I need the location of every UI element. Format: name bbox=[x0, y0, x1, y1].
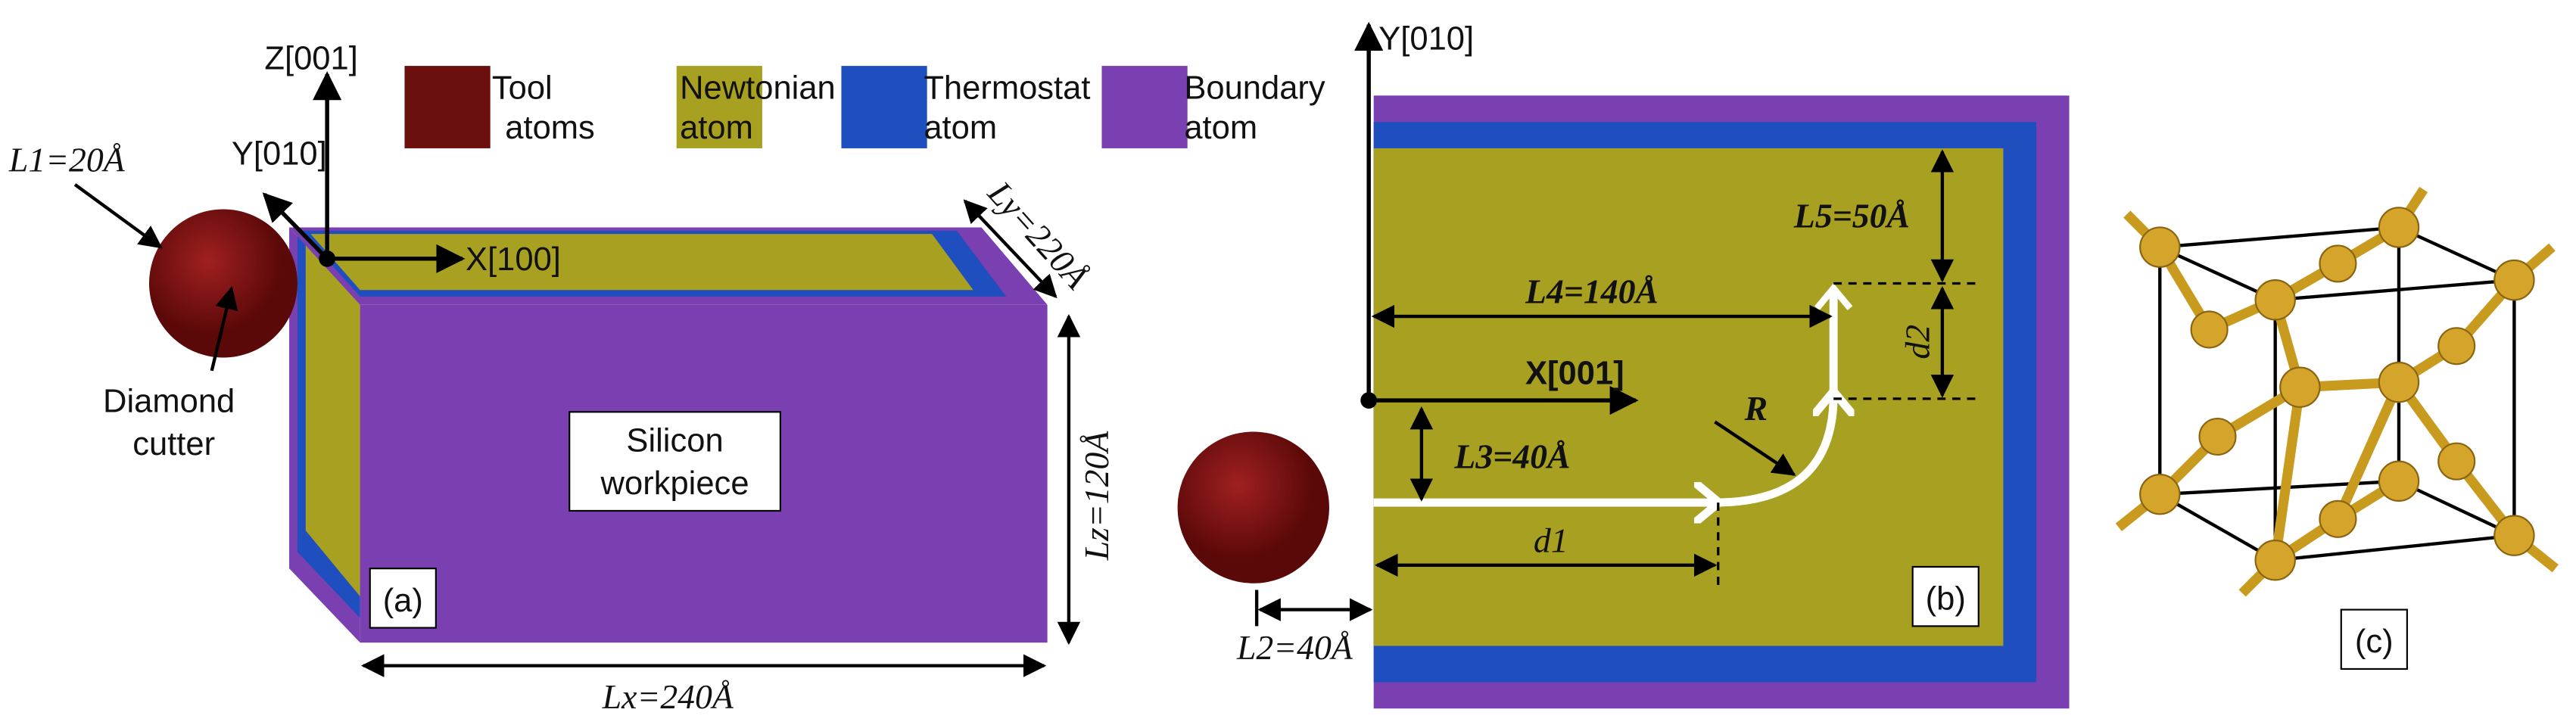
tag-box bbox=[369, 568, 437, 629]
legend-label: atom bbox=[1184, 110, 1257, 146]
tag-box bbox=[2340, 608, 2408, 671]
dimension-label: d2 bbox=[1898, 325, 1936, 359]
dimension-label: L3=40Å bbox=[1453, 437, 1570, 475]
origin bbox=[1360, 392, 1378, 409]
tag-box bbox=[1911, 565, 1980, 627]
legend-swatch bbox=[841, 66, 927, 148]
panel-b: Y[010] X[001] L5=50Å d2 L4=140Å R L3=40Å… bbox=[1177, 20, 2070, 709]
dimension-label: L2=40Å bbox=[1236, 628, 1353, 667]
legend-label: atoms bbox=[505, 110, 595, 146]
left-newtonian bbox=[305, 244, 360, 597]
top-newtonian bbox=[310, 234, 973, 291]
legend-swatch bbox=[404, 66, 491, 148]
dimension-label: R bbox=[1744, 389, 1768, 428]
legend-label: Boundary bbox=[1184, 70, 1325, 107]
dimension-label: Lz=120Å bbox=[1077, 431, 1116, 562]
axis-label: X[100] bbox=[466, 241, 561, 278]
arrow bbox=[73, 183, 163, 249]
axis bbox=[262, 192, 329, 260]
legend-swatch bbox=[676, 66, 762, 148]
arrow bbox=[210, 286, 238, 372]
legend-label: atom bbox=[680, 110, 753, 146]
dimension-line bbox=[963, 199, 1057, 299]
tool bbox=[1177, 431, 1329, 583]
tool bbox=[149, 209, 297, 358]
label: Diamond bbox=[103, 383, 235, 419]
panel-tag: (a) bbox=[383, 583, 423, 619]
legend-label: Tool bbox=[492, 70, 553, 107]
dimension-label: Lx=240Å bbox=[602, 677, 734, 716]
label-box bbox=[568, 411, 781, 512]
label: workpiece bbox=[600, 465, 749, 502]
atoms bbox=[2139, 207, 2535, 581]
label: Silicon bbox=[626, 423, 723, 459]
arrow bbox=[1714, 420, 1796, 476]
panel-tag: (b) bbox=[1926, 581, 1966, 618]
path-arrow bbox=[1814, 283, 1853, 310]
legend-label: Thermostat bbox=[924, 70, 1090, 107]
tool-path bbox=[1373, 288, 1833, 503]
label: cutter bbox=[132, 426, 215, 462]
panel-c: (c) bbox=[2115, 186, 2559, 671]
axis-label: X[001] bbox=[1525, 355, 1624, 391]
dimension-label: d1 bbox=[1534, 521, 1568, 559]
dimension-label: L1=20Å bbox=[8, 140, 126, 179]
axis-label: Z[001] bbox=[264, 40, 357, 76]
legend-label: atom bbox=[924, 110, 997, 146]
panel-tag: (c) bbox=[2355, 624, 2394, 660]
axis-label: Y[010] bbox=[232, 136, 327, 173]
origin bbox=[319, 250, 336, 267]
dimension-label: L4=140Å bbox=[1525, 272, 1659, 311]
legend-swatch bbox=[1101, 66, 1188, 148]
dimension-label: L5=50Å bbox=[1793, 196, 1910, 235]
legend-label: Newtonian bbox=[680, 70, 836, 107]
panel-a: Z[001] Y[010] X[100] Tool atoms Newtonia… bbox=[8, 40, 1325, 716]
axis-label: Y[010] bbox=[1378, 20, 1474, 57]
